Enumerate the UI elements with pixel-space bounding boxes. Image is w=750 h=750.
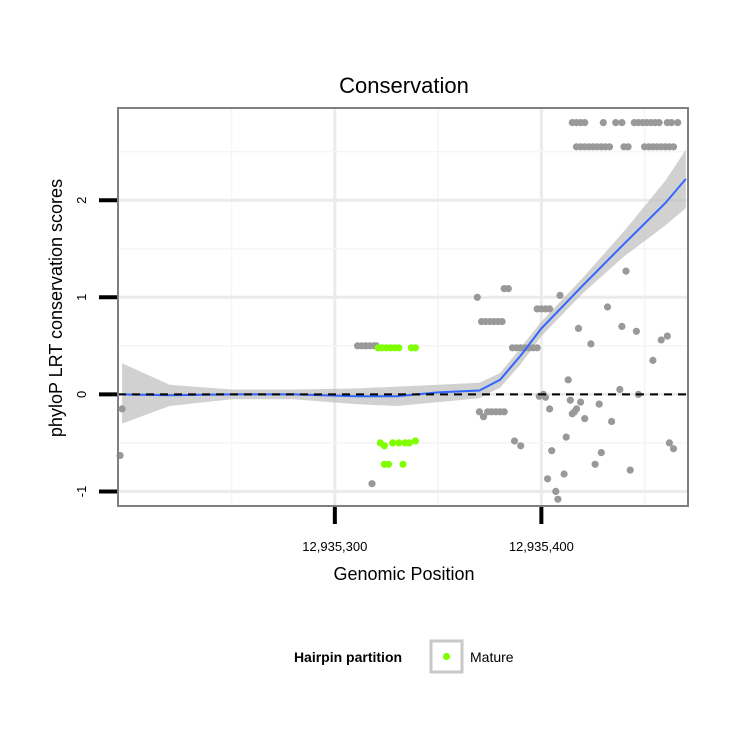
data-point-other — [541, 393, 550, 401]
data-point-mature — [380, 442, 388, 450]
data-point-other — [624, 143, 632, 151]
x-axis: 12,935,300 12,935,400 — [302, 507, 574, 554]
data-point-mature — [399, 460, 407, 468]
x-tick-label: 12,935,300 — [302, 539, 367, 554]
data-point-other — [517, 442, 525, 450]
data-point-other — [566, 396, 574, 404]
data-point-other — [667, 119, 676, 127]
data-point-other — [544, 475, 552, 483]
data-point-mature — [384, 460, 393, 468]
legend: Hairpin partition Mature — [294, 639, 514, 674]
data-point-mature — [389, 439, 397, 447]
data-point-other — [618, 322, 626, 330]
data-point-other — [479, 413, 488, 421]
data-point-other — [657, 336, 665, 344]
y-tick-label: 1 — [74, 294, 89, 301]
data-point-other — [368, 480, 376, 488]
y-tick-label: 0 — [74, 391, 89, 398]
data-point-other — [554, 495, 562, 503]
data-point-other — [597, 449, 605, 457]
data-point-mature — [405, 439, 413, 447]
y-axis-title: phyloP LRT conservation scores — [46, 179, 66, 437]
data-point-other — [475, 408, 483, 416]
data-point-other — [510, 437, 519, 445]
smooth-line — [122, 178, 687, 398]
data-point-other — [632, 327, 641, 335]
data-point-other — [581, 119, 589, 127]
data-point-other — [669, 143, 678, 151]
data-point-other — [504, 285, 512, 293]
data-point-other — [674, 119, 682, 127]
data-point-other — [591, 460, 599, 468]
data-point-other — [669, 445, 678, 453]
data-point-mature — [395, 344, 403, 352]
data-point-other — [665, 439, 674, 447]
data-point-other — [616, 385, 624, 394]
legend-title: Hairpin partition — [294, 649, 402, 665]
data-point-other — [622, 267, 630, 275]
data-point-other — [548, 447, 556, 455]
data-point-other — [556, 291, 564, 299]
data-point-mature — [411, 437, 419, 445]
data-point-other — [581, 415, 589, 423]
legend-label-mature: Mature — [470, 649, 514, 665]
y-axis: -1 0 1 2 — [74, 197, 117, 498]
panel-border — [117, 107, 689, 507]
data-point-other — [546, 405, 554, 413]
x-axis-title: Genomic Position — [333, 564, 474, 584]
x-tick-label: 12,935,400 — [509, 539, 574, 554]
data-point-mature — [395, 439, 403, 447]
data-point-other — [572, 405, 581, 413]
y-tick-label: -1 — [74, 486, 89, 498]
data-point-mature — [411, 344, 419, 352]
data-point-other — [574, 324, 583, 332]
data-point-other — [500, 408, 508, 416]
data-point-other — [562, 433, 570, 441]
grid — [118, 108, 688, 506]
data-point-other — [560, 470, 568, 478]
data-point-other — [605, 143, 614, 151]
data-point-other — [577, 398, 585, 406]
plot-panel — [118, 108, 688, 506]
chart-title: Conservation — [339, 73, 469, 98]
data-point-other — [599, 119, 607, 127]
data-point-other — [473, 293, 481, 301]
y-tick-label: 2 — [74, 197, 89, 204]
data-point-other — [655, 119, 663, 127]
data-point-other — [612, 119, 620, 127]
data-point-other — [595, 400, 603, 408]
data-point-other — [618, 119, 626, 127]
data-point-other — [533, 344, 541, 352]
data-point-other — [118, 405, 126, 413]
points-mature — [374, 344, 419, 468]
data-point-other — [564, 376, 572, 384]
data-point-other — [603, 303, 612, 311]
data-point-other — [498, 318, 506, 326]
points-other — [116, 119, 682, 503]
data-point-other — [552, 487, 560, 495]
data-point-other — [546, 305, 554, 313]
data-point-other — [626, 466, 634, 474]
data-point-other — [587, 340, 595, 348]
data-point-other — [649, 356, 657, 364]
data-point-other — [608, 417, 616, 426]
smooth-line-layer — [122, 178, 687, 398]
legend-key-mature-dot — [442, 652, 451, 661]
data-point-other — [663, 332, 671, 340]
